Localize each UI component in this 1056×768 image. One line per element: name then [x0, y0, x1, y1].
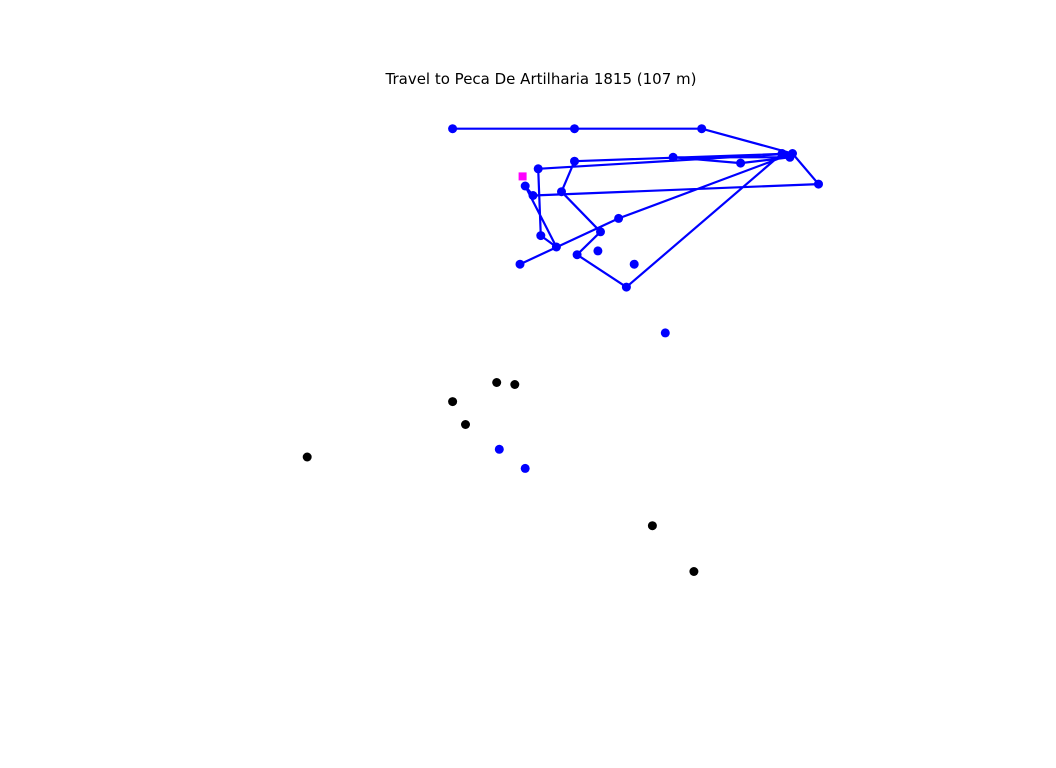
unvisited-point: [647, 521, 657, 531]
route-point: [570, 156, 579, 166]
route-point: [572, 250, 582, 260]
unvisited-point: [510, 380, 520, 389]
route-point: [528, 191, 538, 200]
route-point: [448, 124, 458, 134]
route-point: [668, 152, 678, 162]
route-point: [515, 259, 525, 269]
visited-point: [520, 463, 530, 473]
route-point: [551, 242, 561, 252]
route-point: [697, 124, 707, 134]
route-point: [814, 179, 823, 189]
route-point: [536, 231, 546, 241]
visited-point: [660, 328, 670, 338]
route-point: [621, 282, 631, 292]
route-point: [520, 181, 530, 191]
route-point: [596, 227, 605, 237]
route-point: [777, 149, 787, 158]
route-point: [736, 158, 746, 168]
unvisited-point: [302, 452, 312, 462]
target-point: [518, 172, 527, 181]
unvisited-point: [689, 567, 699, 576]
unvisited-point: [492, 378, 502, 387]
visited-point: [494, 444, 504, 454]
unvisited-point: [448, 397, 458, 407]
route-point: [557, 187, 566, 197]
route-point: [570, 124, 579, 134]
route-point: [785, 152, 795, 162]
visited-point: [629, 259, 639, 269]
unvisited-point: [461, 420, 470, 429]
chart-title: Travel to Peca De Artilharia 1815 (107 m…: [385, 70, 697, 88]
visited-point: [593, 246, 603, 256]
route-point: [614, 213, 624, 223]
route-point: [533, 164, 543, 174]
